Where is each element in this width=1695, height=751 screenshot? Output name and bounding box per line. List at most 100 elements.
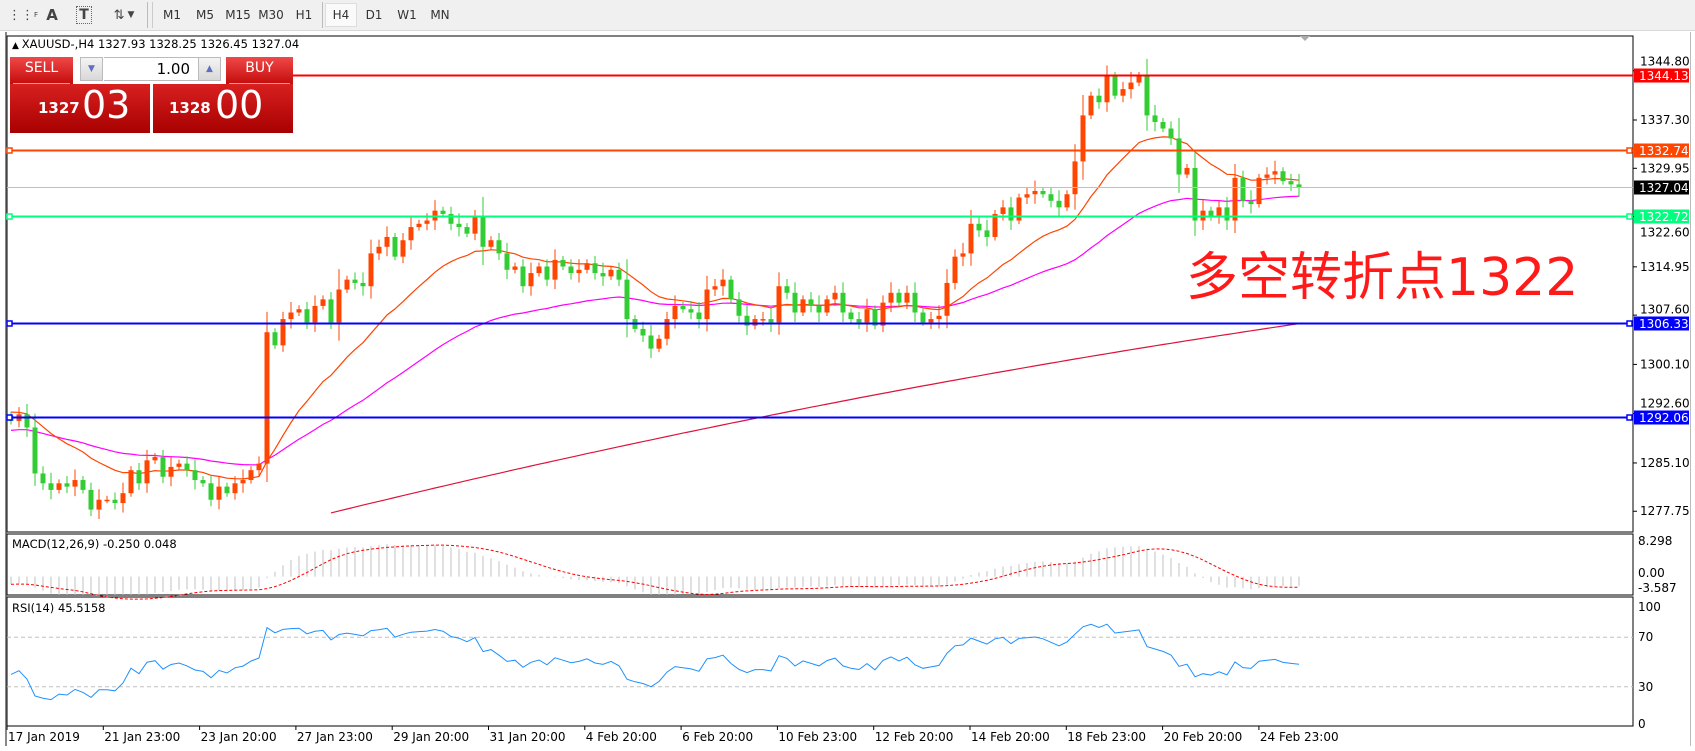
text-label-icon[interactable]: T xyxy=(70,3,98,27)
candle-body xyxy=(440,210,446,214)
buy-price-button[interactable]: 1328 00 xyxy=(153,83,293,133)
level-handle[interactable] xyxy=(6,320,13,327)
candle-body xyxy=(520,266,526,287)
grid-fibo-icon[interactable]: ⋮⋮ F xyxy=(7,7,39,23)
timeframe-m5[interactable]: M5 xyxy=(196,8,214,22)
timeframe-m15[interactable]: M15 xyxy=(225,8,251,22)
candle-body xyxy=(688,309,694,313)
divider xyxy=(152,2,153,28)
candle-body xyxy=(616,269,622,280)
buy-price-pips: 00 xyxy=(215,83,264,127)
fast-moving-average-line xyxy=(10,136,1300,480)
lot-decrease-button[interactable]: ▼ xyxy=(80,57,103,81)
candle-body xyxy=(232,483,238,494)
level-handle[interactable] xyxy=(1626,414,1633,421)
collapse-triangle-icon[interactable]: ▲ xyxy=(12,41,22,51)
time-axis-label: 24 Feb 23:00 xyxy=(1260,730,1339,744)
level-price-label: 1332.74 xyxy=(1639,144,1689,158)
level-handle[interactable] xyxy=(6,147,13,154)
level-price-badge xyxy=(1634,316,1689,331)
level-handle[interactable] xyxy=(1626,320,1633,327)
candle-body xyxy=(528,273,534,287)
candle-body xyxy=(504,253,510,270)
level-handle[interactable] xyxy=(1626,213,1633,220)
timeframe-mn[interactable]: MN xyxy=(430,8,450,22)
level-price-label: 1306.33 xyxy=(1639,317,1689,331)
time-axis-label: 4 Feb 20:00 xyxy=(586,730,657,744)
text-tool-icon[interactable]: A xyxy=(46,6,58,24)
candle-body xyxy=(1088,95,1094,116)
buy-price-major: 1328 xyxy=(169,99,211,117)
candle-body xyxy=(304,309,310,323)
candle-body xyxy=(1072,161,1078,195)
candle-body xyxy=(128,470,134,494)
chart-annotation-text[interactable]: 多空转折点1322 xyxy=(1186,248,1579,308)
candle-body xyxy=(176,463,182,467)
candle-body xyxy=(248,470,254,481)
candle-body xyxy=(216,486,222,500)
candle-body xyxy=(272,332,278,346)
timeframe-w1[interactable]: W1 xyxy=(397,8,417,22)
timeframe-m30[interactable]: M30 xyxy=(258,8,284,22)
price-axis-label: 1344.80 xyxy=(1640,55,1690,69)
candle-body xyxy=(1032,190,1038,195)
timeframe-m1[interactable]: M1 xyxy=(163,8,181,22)
candle-body xyxy=(320,299,326,306)
candle-body xyxy=(136,470,142,484)
candle-body xyxy=(224,486,230,494)
timeframe-h1[interactable]: H1 xyxy=(295,8,313,22)
level-price-badge xyxy=(1634,68,1689,83)
candle-body xyxy=(576,269,582,274)
level-price-label: 1292.06 xyxy=(1639,411,1689,425)
lot-increase-button[interactable]: ▲ xyxy=(198,57,221,81)
arrows-tool-icon[interactable]: ⇅ ▼ xyxy=(113,7,135,23)
candle-body xyxy=(264,332,270,464)
candle-body xyxy=(664,319,670,339)
level-handle[interactable] xyxy=(6,213,13,220)
candle-body xyxy=(920,312,926,323)
candle-body xyxy=(720,279,726,287)
macd-axis-label: 0.00 xyxy=(1638,566,1665,580)
candle-body xyxy=(552,259,558,280)
chart-shift-marker-icon[interactable] xyxy=(1300,36,1310,41)
candle-body xyxy=(712,286,718,290)
candle-body xyxy=(256,463,262,471)
divider xyxy=(147,2,148,28)
candle-body xyxy=(208,483,214,500)
rsi-axis-label: 70 xyxy=(1638,630,1653,644)
price-axis-label: 1307.60 xyxy=(1640,303,1690,317)
candle-body xyxy=(392,236,398,257)
price-axis-label: 1329.95 xyxy=(1640,161,1690,175)
timeframe-h4[interactable]: H4 xyxy=(325,3,357,27)
candle-body xyxy=(728,279,734,300)
candle-body xyxy=(1288,181,1294,185)
candle-body xyxy=(1256,177,1262,205)
sell-button[interactable]: SELL xyxy=(10,57,73,84)
candle-body xyxy=(96,499,102,510)
timeframe-d1[interactable]: D1 xyxy=(365,8,383,22)
sell-price-button[interactable]: 1327 03 xyxy=(10,83,150,133)
candle-body xyxy=(984,230,990,237)
candle-body xyxy=(1160,121,1166,129)
candle-body xyxy=(1064,194,1070,208)
level-price-badge xyxy=(1634,143,1689,158)
time-axis-label: 27 Jan 23:00 xyxy=(297,730,373,744)
time-axis-label: 14 Feb 20:00 xyxy=(971,730,1050,744)
time-axis-label: 31 Jan 20:00 xyxy=(490,730,566,744)
candle-body xyxy=(472,217,478,234)
candle-body xyxy=(400,240,406,257)
level-handle[interactable] xyxy=(6,414,13,421)
candle-body xyxy=(1104,75,1110,103)
level-handle[interactable] xyxy=(1626,147,1633,154)
buy-button[interactable]: BUY xyxy=(226,57,293,84)
buy-label: BUY xyxy=(245,60,274,76)
candle-body xyxy=(976,223,982,231)
level-price-badge xyxy=(1634,209,1689,224)
candle-body xyxy=(72,480,78,487)
candle-body xyxy=(968,223,974,254)
candle-body xyxy=(448,213,454,224)
lot-size-input[interactable] xyxy=(104,57,198,81)
candle-body xyxy=(952,256,958,283)
candle-body xyxy=(872,309,878,326)
